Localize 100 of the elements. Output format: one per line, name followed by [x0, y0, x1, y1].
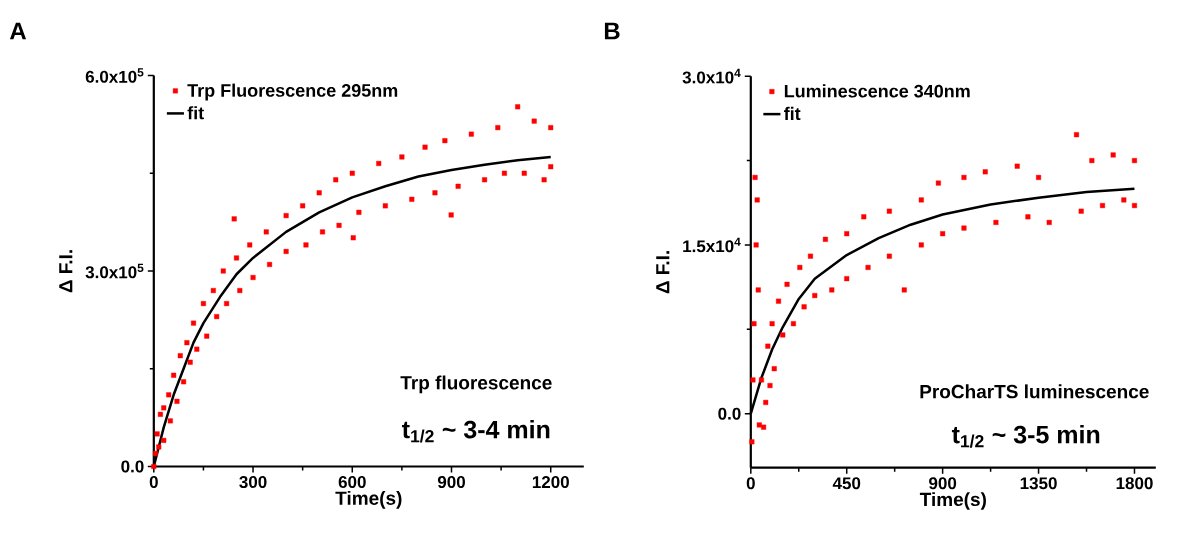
point [237, 288, 243, 294]
point [409, 196, 415, 202]
point [886, 208, 892, 214]
point [1131, 158, 1137, 164]
point [303, 242, 309, 248]
point [1025, 214, 1031, 220]
x-axis-title: Time(s) [335, 490, 402, 509]
point [767, 383, 773, 389]
point [382, 203, 388, 209]
point [455, 183, 461, 189]
point [940, 231, 946, 237]
point [751, 321, 757, 327]
point [515, 104, 521, 110]
x-tick-label: 900 [929, 477, 957, 490]
point [761, 424, 767, 430]
y-tick-label: 0.0 [121, 460, 144, 473]
point [1100, 203, 1106, 209]
x-tick-label: 600 [338, 476, 366, 489]
point [482, 177, 488, 183]
point [171, 372, 177, 378]
point [267, 261, 273, 267]
point [531, 118, 537, 124]
x-axis-title: Time(s) [919, 492, 986, 510]
point [776, 298, 782, 304]
point [316, 190, 322, 196]
point [961, 225, 967, 231]
point [356, 209, 362, 215]
point [161, 437, 167, 443]
point [790, 321, 796, 327]
legend-label: fit [187, 106, 204, 120]
point [283, 248, 289, 254]
point [210, 288, 216, 294]
x-tick-label: 300 [239, 476, 267, 489]
point [1074, 132, 1079, 138]
point [749, 439, 755, 445]
y-tick-label: 0.0 [718, 407, 741, 420]
point [548, 164, 554, 170]
point [376, 160, 382, 166]
x-tick-label: 0 [746, 477, 755, 490]
y-axis-title: Δ F.I. [59, 250, 73, 293]
point [1110, 152, 1116, 158]
point [448, 212, 454, 218]
point [812, 293, 818, 299]
point [214, 314, 220, 320]
point [154, 431, 160, 437]
point [1089, 158, 1095, 164]
y-tick-label: 3.0x10$^{4}$ [682, 68, 741, 84]
point [181, 379, 187, 385]
point [780, 332, 786, 338]
point [750, 377, 756, 383]
point [756, 422, 762, 428]
point [521, 170, 527, 176]
x-tick-label: 1350 [1020, 477, 1057, 490]
point [1036, 174, 1042, 180]
point [961, 174, 967, 180]
point [935, 180, 941, 186]
point [548, 125, 554, 131]
point [320, 229, 325, 235]
point [918, 197, 924, 203]
point [336, 222, 342, 228]
point [801, 304, 807, 310]
point [151, 463, 157, 469]
point [784, 281, 790, 287]
point [468, 131, 474, 137]
point [350, 235, 356, 241]
point [156, 444, 162, 450]
point [769, 321, 775, 327]
point [886, 253, 892, 259]
point [432, 190, 438, 196]
point [194, 346, 200, 352]
point [1131, 203, 1137, 209]
annotation: t$_{1/2}$ ~ 3-5 min [951, 425, 1100, 448]
y-tick-label: 6.0x10$^{5}$ [85, 68, 144, 83]
point [844, 276, 850, 282]
point [844, 231, 850, 237]
point [191, 320, 196, 326]
point [224, 301, 230, 307]
point [399, 154, 405, 160]
point [177, 353, 183, 359]
point [187, 359, 193, 365]
point [755, 287, 761, 293]
point [763, 399, 769, 405]
point [442, 138, 448, 144]
point [865, 264, 871, 270]
legend-label: Trp Fluorescence 295nm [187, 83, 398, 101]
point [1014, 163, 1020, 169]
point [797, 264, 803, 270]
point [829, 287, 835, 293]
point [501, 170, 507, 176]
point [1046, 219, 1052, 225]
point [250, 275, 256, 281]
point [1121, 197, 1127, 203]
point [1078, 208, 1084, 214]
y-tick-label: 1.5x10$^{4}$ [683, 237, 741, 253]
point [982, 169, 988, 175]
point [422, 144, 428, 150]
point [752, 174, 758, 180]
point [541, 177, 547, 183]
chart-title: B [604, 22, 620, 40]
point [333, 177, 339, 183]
